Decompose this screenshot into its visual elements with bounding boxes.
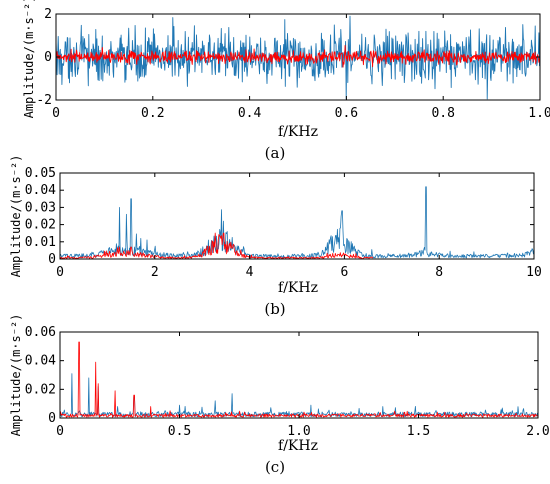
panel-a-xlabel: f/KHz <box>278 124 318 140</box>
panel-a-ylabel: Amplitude/(m·s⁻²) <box>22 0 36 118</box>
panel-a-plot-area <box>56 15 540 100</box>
panel-a-ytick-label: 0 <box>44 50 52 65</box>
panel-b-ytick-label: 0.05 <box>25 166 56 181</box>
panel-b-xtick-label: 2 <box>151 265 159 280</box>
panel-a: 0 0.2 0.4 0.6 0.8 1.0-202 Amplitude/(m·s⁻²) f… <box>22 0 550 162</box>
panel-a-caption: (a) <box>265 144 286 162</box>
panel-c-xtick-label: 0.5 <box>168 424 191 439</box>
panel-b-series-blue <box>60 186 534 259</box>
panel-b-ytick-label: 0.03 <box>25 200 56 215</box>
panel-b-xtick-label: 6 <box>340 265 348 280</box>
panel-a-series-red <box>56 44 540 68</box>
panel-c-ytick-label: 0.02 <box>25 382 56 397</box>
panel-c-frame <box>59 331 539 419</box>
panel-b-xtick-label: 0 <box>56 265 64 280</box>
panel-a-ytick-label: 2 <box>44 7 52 22</box>
panel-c-xtick-label: 2.0 <box>526 424 549 439</box>
panel-a-ytick-label: -2 <box>36 93 52 108</box>
panel-c-ytick-label: 0.04 <box>25 354 56 369</box>
panel-b-ytick-label: 0.02 <box>25 218 56 233</box>
panel-c-ytick-label: 0 <box>48 411 56 426</box>
panel-c-caption: (c) <box>265 458 285 476</box>
panel-c-series-blue <box>60 373 538 418</box>
panel-c-xlabel: f/KHz <box>278 438 318 454</box>
panel-b-ytick-label: 0 <box>48 252 56 267</box>
panel-b-xtick-label: 4 <box>246 265 254 280</box>
panel-b-xtick-label: 8 <box>435 265 443 280</box>
panel-a-xtick-label: 0 <box>52 106 60 121</box>
panel-b-plot-area <box>60 186 534 259</box>
panel-a-xtick-label: 0.6 <box>335 106 358 121</box>
panel-b-ytick-label: 0.04 <box>25 183 56 198</box>
panel-c-xtick-label: 1.5 <box>407 424 430 439</box>
panel-b-ylabel: Amplitude/(m·s⁻²) <box>9 155 23 278</box>
panel-b-xlabel: f/KHz <box>278 280 318 296</box>
panel-c-series-red <box>60 341 538 418</box>
panel-a-xtick-label: 0.4 <box>238 106 262 121</box>
panel-b-frame <box>59 172 535 260</box>
panel-c-xtick-label: 1.0 <box>287 424 310 439</box>
panel-c-plot-area <box>60 341 538 418</box>
panel-c: 0 0.5 1.0 1.5 2.0 0 0.02 0.04 0.06 Amplitude/(m·… <box>9 314 550 476</box>
panel-a-xtick-label: 0.2 <box>141 106 164 121</box>
panel-b-ytick-label: 0.01 <box>25 235 56 250</box>
panel-c-ticks: 0 0.5 1.0 1.5 2.0 0 0.02 0.04 0.06 <box>25 325 550 439</box>
panel-a-xtick-label: 1.0 <box>528 106 550 121</box>
panel-c-ylabel: Amplitude/(m·s⁻²) <box>9 314 23 437</box>
panel-b-series-red <box>60 232 374 259</box>
panel-b-xtick-label: 10 <box>526 265 542 280</box>
panel-c-xtick-label: 0 <box>56 424 64 439</box>
panel-b-caption: (b) <box>264 300 285 318</box>
panel-c-ytick-label: 0.06 <box>25 325 56 340</box>
panel-a-xtick-label: 0.8 <box>431 106 454 121</box>
panel-a-ticks: 0 0.2 0.4 0.6 0.8 1.0-202 <box>36 7 550 121</box>
